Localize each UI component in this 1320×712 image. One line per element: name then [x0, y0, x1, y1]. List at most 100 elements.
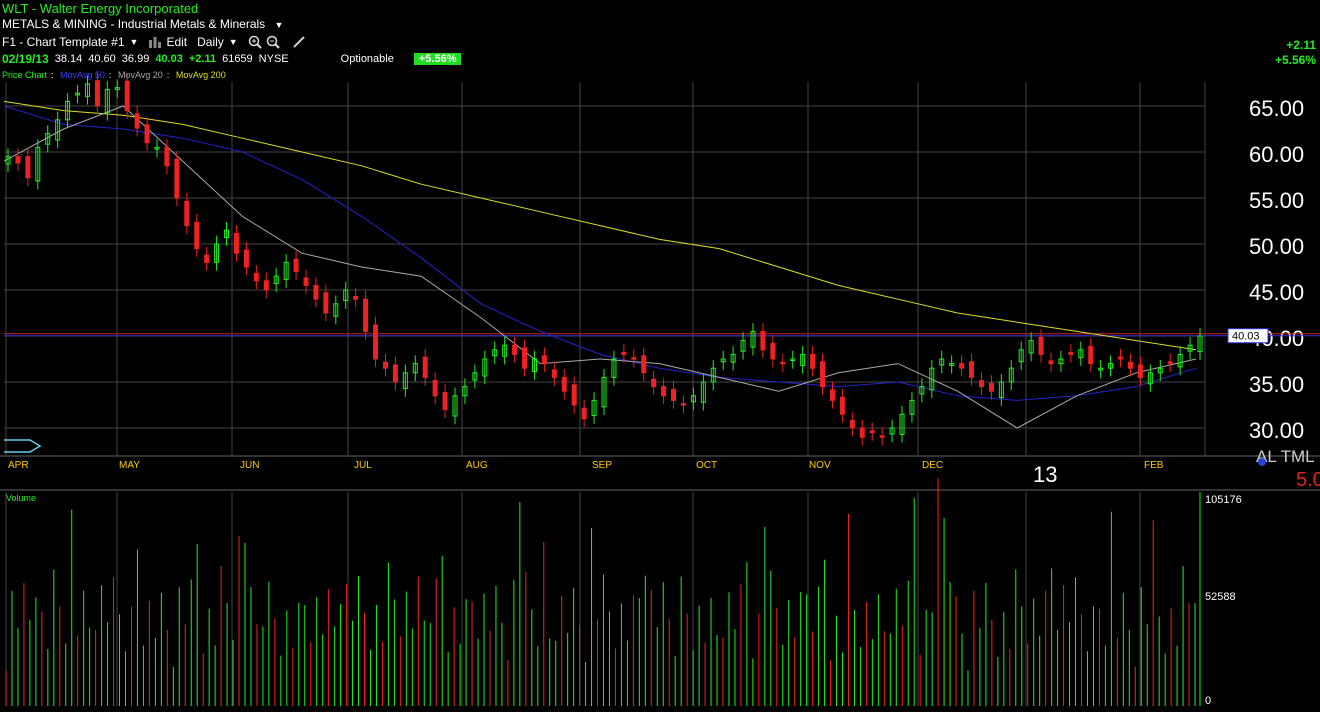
candle — [849, 412, 855, 437]
chevron-down-icon[interactable]: ▼ — [228, 37, 238, 47]
candle — [1078, 341, 1084, 366]
candle-body — [978, 380, 984, 388]
candle-body — [134, 113, 140, 129]
candle-body — [124, 80, 130, 112]
candle — [879, 427, 885, 446]
candle — [1028, 332, 1034, 362]
candle-body — [849, 420, 855, 429]
zoom-in-button[interactable] — [248, 35, 262, 49]
candle — [551, 361, 557, 386]
candle — [710, 359, 716, 391]
candle — [75, 84, 81, 104]
candle — [432, 372, 438, 405]
candle — [661, 378, 667, 405]
candle-body — [551, 369, 557, 378]
candle-body — [194, 221, 200, 250]
candle-body — [740, 340, 746, 352]
candle-body — [671, 388, 677, 401]
candle-body — [690, 395, 696, 403]
candle — [1197, 327, 1203, 360]
candle-body — [204, 254, 210, 263]
candle-body — [988, 382, 994, 392]
candle-body — [839, 396, 845, 415]
candle-body — [15, 156, 21, 164]
candle-body — [75, 92, 81, 96]
candle-body — [333, 303, 339, 317]
price-tick-label: 30.00 — [1249, 418, 1304, 443]
candle — [94, 72, 100, 115]
candle — [631, 349, 637, 368]
candle-body — [303, 277, 309, 286]
template-dropdown[interactable]: F1 - Chart Template #1 ▼ — [2, 35, 138, 49]
candle — [700, 373, 706, 411]
candle-body — [492, 349, 498, 357]
candle — [55, 111, 61, 149]
quote-date: 02/19/13 — [2, 52, 49, 66]
candle-body — [1078, 349, 1084, 359]
candle — [780, 353, 786, 372]
month-label: FEB — [1144, 460, 1164, 471]
candle — [641, 347, 647, 382]
candle — [144, 116, 150, 152]
candle-body — [482, 358, 488, 377]
chevron-down-icon[interactable]: ▼ — [274, 20, 284, 30]
candle-body — [1197, 335, 1203, 353]
price-tick-label: 45.00 — [1249, 280, 1304, 305]
candle-body — [929, 367, 935, 391]
candle-body — [1137, 364, 1143, 378]
candle-body — [1177, 353, 1183, 368]
zoom-in-icon — [248, 35, 262, 49]
candle — [1127, 353, 1133, 377]
quote-bar: 02/19/13 38.14 40.60 36.99 40.03 +2.11 6… — [2, 52, 462, 66]
candle-body — [810, 353, 816, 369]
candle — [363, 290, 369, 340]
candle-body — [432, 380, 438, 397]
candle — [869, 422, 875, 441]
candle-body — [522, 347, 528, 369]
candle-body — [790, 358, 796, 361]
candle-body — [65, 100, 71, 121]
edit-label: Edit — [166, 35, 188, 49]
volume-axis-label: 0 — [1205, 695, 1211, 707]
month-label: OCT — [696, 460, 717, 471]
candle — [5, 148, 11, 173]
candle — [829, 381, 835, 409]
candle — [303, 269, 309, 294]
candle — [194, 214, 200, 257]
candle — [343, 281, 349, 309]
candle — [154, 139, 160, 158]
zoom-out-button[interactable] — [266, 35, 280, 49]
candle-body — [273, 275, 279, 285]
candle-body — [730, 353, 736, 363]
candle — [1167, 353, 1173, 372]
candle — [720, 350, 726, 371]
candle — [283, 254, 289, 288]
candle-body — [382, 361, 388, 369]
sector-selector[interactable]: METALS & MINING - Industrial Metals & Mi… — [2, 17, 283, 31]
chevron-down-icon[interactable]: ▼ — [129, 37, 139, 47]
year-label: 13 — [1033, 462, 1057, 487]
candle — [452, 387, 458, 425]
draw-tool-button[interactable] — [292, 35, 306, 49]
candle — [164, 139, 170, 175]
candle-body — [760, 330, 766, 351]
candle — [531, 350, 537, 380]
candle-body — [104, 88, 110, 113]
candle — [402, 364, 408, 397]
candle — [45, 125, 51, 153]
corner-red-text: 5.0 — [1296, 469, 1320, 491]
candle-body — [363, 298, 369, 332]
candle-body — [909, 399, 915, 415]
candle-body — [144, 124, 150, 144]
candle — [591, 392, 597, 424]
period-dropdown[interactable]: Daily ▼ — [197, 35, 238, 49]
candle-body — [55, 119, 61, 141]
edit-button[interactable]: Edit — [148, 35, 187, 49]
candle — [621, 344, 627, 363]
candle — [909, 392, 915, 423]
candle-body — [939, 358, 945, 366]
candle — [671, 381, 677, 409]
candle-body — [462, 386, 468, 397]
candle — [15, 148, 21, 172]
